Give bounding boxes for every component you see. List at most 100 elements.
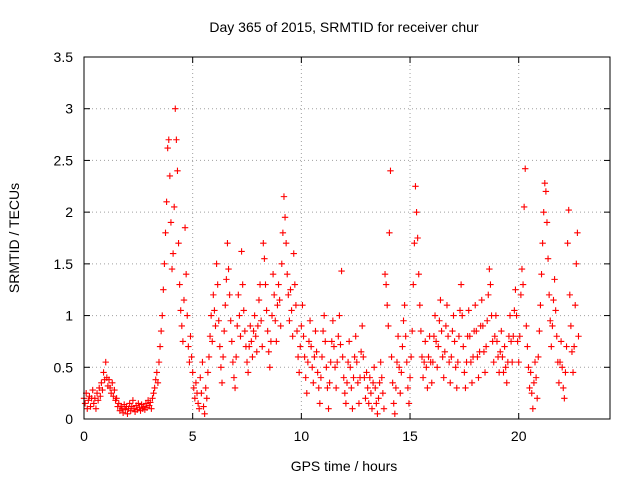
data-point	[219, 353, 227, 361]
data-point	[557, 338, 565, 345]
data-point	[529, 405, 537, 412]
data-point	[291, 281, 299, 288]
data-point	[328, 338, 335, 345]
data-point	[191, 395, 199, 402]
data-point	[544, 255, 552, 262]
data-point	[256, 281, 264, 288]
data-point	[175, 239, 182, 247]
data-point	[516, 333, 523, 340]
data-point	[311, 353, 318, 361]
data-point	[181, 224, 189, 231]
data-point	[392, 384, 400, 392]
data-point	[200, 403, 207, 410]
data-point	[515, 358, 522, 366]
data-point	[186, 358, 193, 366]
data-point	[243, 358, 251, 366]
y-tick-label: 2.5	[54, 152, 74, 168]
data-point	[372, 384, 379, 392]
data-point	[273, 338, 280, 345]
data-point	[174, 167, 181, 174]
data-point	[298, 322, 305, 330]
data-point	[216, 343, 224, 350]
data-point	[265, 348, 272, 355]
data-point	[194, 400, 202, 407]
data-point	[447, 379, 454, 386]
y-tick-label: 3	[65, 101, 73, 117]
data-point	[361, 374, 368, 381]
data-point	[530, 379, 538, 386]
data-point	[473, 327, 480, 335]
data-point	[567, 322, 575, 330]
data-point	[363, 369, 370, 376]
data-point	[339, 353, 346, 361]
data-point	[84, 405, 91, 412]
data-point	[157, 327, 165, 335]
data-point	[204, 369, 212, 376]
data-point	[360, 353, 367, 361]
data-point	[353, 358, 360, 366]
data-point	[227, 317, 234, 324]
data-point	[390, 400, 397, 407]
y-axis-label: SRMTID / TECUs	[6, 183, 22, 293]
data-point	[466, 333, 474, 340]
data-point	[547, 317, 554, 324]
data-point	[357, 348, 365, 355]
data-point	[563, 343, 570, 350]
data-point	[324, 384, 331, 392]
data-point	[378, 374, 385, 381]
data-point	[498, 327, 505, 335]
data-point	[162, 229, 169, 237]
data-point	[267, 338, 275, 345]
data-point	[574, 229, 581, 237]
data-point	[323, 364, 330, 371]
x-tick-label: 20	[511, 428, 527, 444]
data-point	[340, 374, 347, 381]
data-point	[282, 239, 290, 247]
data-point	[188, 353, 195, 361]
data-point	[189, 369, 196, 376]
data-point	[413, 208, 420, 216]
data-point	[122, 406, 129, 413]
data-point	[210, 291, 217, 299]
data-point	[370, 364, 378, 371]
data-point	[402, 333, 409, 340]
data-point	[289, 333, 296, 340]
data-point	[237, 333, 244, 340]
data-point	[295, 369, 303, 376]
data-point	[528, 389, 535, 397]
data-point	[475, 374, 482, 381]
data-point	[365, 400, 372, 407]
data-point	[254, 322, 262, 330]
data-point	[373, 400, 380, 407]
data-point	[532, 374, 540, 381]
data-point	[480, 348, 488, 355]
data-point	[197, 374, 204, 381]
data-point	[161, 260, 168, 268]
data-point	[568, 348, 576, 355]
data-point	[439, 353, 446, 361]
data-point	[387, 167, 394, 174]
y-tick-label: 0	[65, 411, 73, 427]
data-point	[135, 400, 142, 407]
data-point	[98, 379, 105, 386]
data-point	[96, 384, 103, 392]
data-point	[199, 358, 206, 366]
data-point	[177, 307, 184, 314]
data-point	[249, 353, 256, 361]
data-point	[322, 338, 329, 345]
data-point	[570, 343, 578, 350]
data-point	[155, 358, 163, 366]
data-point	[445, 358, 453, 366]
y-tick-label: 2	[65, 204, 73, 220]
data-point	[166, 172, 174, 180]
data-point	[575, 333, 582, 340]
data-point	[247, 322, 254, 330]
data-point	[455, 333, 463, 340]
data-point	[293, 327, 301, 335]
data-point	[414, 234, 421, 242]
data-point	[400, 317, 407, 324]
data-point	[518, 265, 526, 273]
data-point	[287, 286, 294, 293]
data-point	[99, 386, 106, 394]
data-point	[355, 400, 363, 407]
